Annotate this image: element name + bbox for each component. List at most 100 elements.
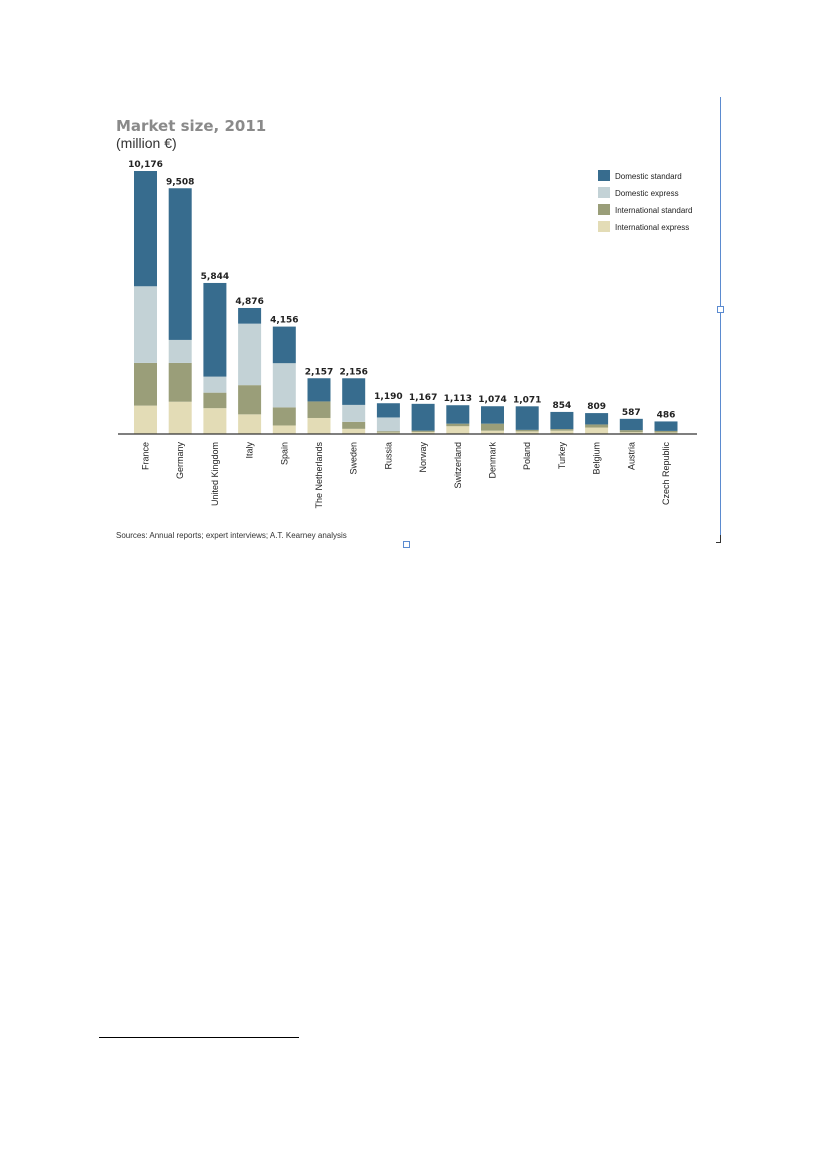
- bar-segment-italy-international-standard: [238, 385, 262, 415]
- bar-segment-denmark-domestic-standard: [481, 406, 504, 424]
- bar-segment-spain-domestic-standard: [272, 326, 296, 364]
- bar-segment-germany-international-express: [168, 401, 192, 434]
- bar-segment-turkey-international-express: [550, 430, 574, 434]
- bar-segment-belgium-international-standard: [585, 424, 609, 428]
- bar-segment-italy-domestic-express: [238, 323, 262, 386]
- total-label-norway: 1,167: [409, 393, 437, 403]
- bar-segment-russia-international-express: [376, 432, 400, 434]
- chart-title: Market size, 2011: [116, 117, 267, 135]
- bar-segment-denmark-international-standard: [481, 423, 504, 431]
- bar-segment-switzerland-international-express: [446, 426, 470, 434]
- bar-segment-the-netherlands-international-standard: [307, 401, 331, 418]
- bar-segment-belgium-international-express: [585, 427, 609, 434]
- bar-segment-poland-domestic-standard: [515, 406, 539, 430]
- bar-segment-united-kingdom-domestic-standard: [203, 282, 227, 377]
- legend-label-international-express: International express: [615, 223, 689, 232]
- total-label-czech-republic: 486: [657, 410, 676, 420]
- category-label-denmark: Denmark: [488, 442, 498, 479]
- bar-segment-austria-international-standard: [619, 430, 643, 433]
- bar-segment-united-kingdom-international-express: [203, 408, 227, 434]
- bar-segment-sweden-international-express: [342, 428, 366, 434]
- bar-segment-russia-domestic-express: [376, 417, 400, 432]
- source-note: Sources: Annual reports; expert intervie…: [116, 531, 347, 540]
- total-label-the-netherlands: 2,157: [305, 367, 333, 377]
- total-label-sweden: 2,156: [339, 367, 367, 377]
- page-frame-line: [720, 97, 721, 542]
- bar-segment-the-netherlands-domestic-standard: [307, 378, 331, 402]
- category-label-italy: Italy: [245, 442, 255, 459]
- category-label-spain: Spain: [279, 442, 289, 465]
- total-label-poland: 1,071: [513, 395, 541, 405]
- category-label-turkey: Turkey: [557, 442, 567, 470]
- category-label-united-kingdom: United Kingdom: [210, 442, 220, 506]
- category-label-sweden: Sweden: [349, 442, 359, 475]
- bar-segment-germany-domestic-standard: [168, 188, 192, 340]
- legend-swatch-international-standard: [598, 204, 610, 215]
- bar-segment-france-domestic-standard: [134, 171, 157, 287]
- bar-segment-sweden-domestic-express: [342, 404, 366, 422]
- bar-segment-spain-international-standard: [272, 407, 296, 426]
- category-label-russia: Russia: [383, 442, 393, 470]
- category-label-czech-republic: Czech Republic: [661, 442, 671, 506]
- legend-swatch-international-express: [598, 221, 610, 232]
- frame-resize-handle-right[interactable]: [717, 306, 724, 313]
- total-label-spain: 4,156: [270, 316, 298, 326]
- chart-subtitle: (million €): [116, 135, 177, 151]
- legend-label-domestic-express: Domestic express: [615, 189, 679, 198]
- frame-resize-handle-bottom[interactable]: [403, 541, 410, 548]
- total-label-belgium: 809: [587, 402, 606, 412]
- bar-segment-russia-domestic-standard: [376, 403, 400, 418]
- bar-segment-sweden-international-standard: [342, 421, 366, 429]
- total-label-france: 10,176: [128, 160, 163, 170]
- total-label-switzerland: 1,113: [444, 394, 472, 404]
- bar-segment-italy-domestic-standard: [238, 307, 262, 324]
- bar-segment-switzerland-domestic-standard: [446, 405, 470, 424]
- bar-segment-united-kingdom-international-standard: [203, 392, 227, 409]
- bar-segment-italy-international-express: [238, 414, 262, 434]
- category-label-switzerland: Switzerland: [453, 442, 463, 489]
- bar-segment-norway-international-standard: [411, 430, 435, 432]
- category-label-austria: Austria: [626, 442, 636, 470]
- category-label-the-netherlands: The Netherlands: [314, 442, 324, 509]
- bar-segment-czech-republic-international-express: [654, 432, 678, 434]
- bar-segment-the-netherlands-international-express: [307, 417, 331, 434]
- bar-segment-turkey-domestic-standard: [550, 411, 574, 430]
- bar-segment-united-kingdom-domestic-express: [203, 376, 227, 393]
- bar-segment-sweden-domestic-standard: [342, 378, 366, 405]
- legend-swatch-domestic-standard: [598, 170, 610, 181]
- bar-segment-poland-international-standard: [515, 429, 539, 432]
- legend-label-international-standard: International standard: [615, 206, 692, 215]
- bar-segment-norway-international-express: [411, 431, 435, 434]
- category-label-poland: Poland: [522, 442, 532, 470]
- bar-segment-france-international-standard: [134, 362, 157, 406]
- bar-segment-norway-domestic-standard: [411, 403, 435, 431]
- bar-segment-poland-international-express: [515, 431, 539, 434]
- legend-swatch-domestic-express: [598, 187, 610, 198]
- bar-segment-turkey-international-standard: [550, 429, 574, 431]
- category-label-norway: Norway: [418, 442, 428, 473]
- bar-segment-czech-republic-international-standard: [654, 430, 678, 433]
- total-label-italy: 4,876: [235, 297, 263, 307]
- market-size-figure: Market size, 2011 (million €) 10,176 Fran…: [0, 0, 827, 560]
- bar-segment-germany-international-standard: [168, 362, 192, 402]
- bar-segment-france-international-express: [134, 405, 157, 434]
- bar-segment-france-domestic-express: [134, 286, 157, 363]
- category-label-france: France: [141, 442, 151, 470]
- bar-segment-russia-international-standard: [376, 431, 400, 433]
- total-label-germany: 9,508: [166, 177, 194, 187]
- bar-segment-spain-domestic-express: [272, 363, 296, 408]
- bar-segment-czech-republic-domestic-standard: [654, 421, 678, 431]
- bar-segment-austria-international-express: [619, 432, 643, 434]
- bar-segment-germany-domestic-express: [168, 339, 192, 363]
- stacked-bar-chart: 10,176 France 9,508 Germany 5,844 United King…: [118, 160, 697, 509]
- legend-label-domestic-standard: Domestic standard: [615, 172, 682, 181]
- category-label-germany: Germany: [175, 442, 185, 480]
- footnote-separator: [99, 1037, 299, 1038]
- bar-segment-austria-domestic-standard: [619, 418, 643, 431]
- bar-segment-belgium-domestic-standard: [585, 413, 609, 425]
- total-label-turkey: 854: [553, 401, 572, 411]
- bar-segment-switzerland-international-standard: [446, 423, 470, 427]
- bar-segment-denmark-international-express: [481, 430, 504, 434]
- total-label-austria: 587: [622, 408, 641, 418]
- total-label-denmark: 1,074: [478, 395, 506, 405]
